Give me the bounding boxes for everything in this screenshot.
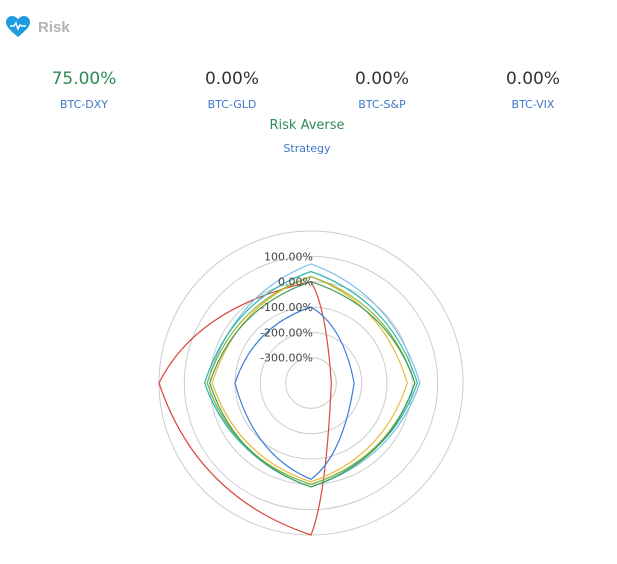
radar-series-line xyxy=(206,263,421,488)
radar-series-line xyxy=(158,281,332,536)
metric-value: 75.00% xyxy=(51,69,117,89)
tick-label: -100.00% xyxy=(260,301,313,314)
metric-value: 0.00% xyxy=(505,69,560,89)
grid-ring xyxy=(285,357,337,409)
tick-label: 100.00% xyxy=(264,250,313,263)
metric-btc-dxy: 75.00% BTC-DXY xyxy=(19,68,149,111)
metric-label: BTC-DXY xyxy=(60,98,108,111)
metric-label: BTC-VIX xyxy=(511,98,555,111)
grid-ring xyxy=(259,331,363,435)
radar-series xyxy=(158,263,421,536)
radar-series-line xyxy=(209,281,416,488)
radar-series-line xyxy=(206,276,416,485)
risk-profile: Risk Averse Strategy xyxy=(207,117,407,155)
risk-profile-name: Risk Averse xyxy=(269,118,345,133)
tick-label: -300.00% xyxy=(260,352,313,365)
metric-btc-gld: 0.00% BTC-GLD xyxy=(167,68,297,111)
metric-label: BTC-S&P xyxy=(358,98,406,111)
metric-value: 0.00% xyxy=(204,69,259,89)
tick-label: -200.00% xyxy=(260,326,313,339)
metric-btc-sp: 0.00% BTC-S&P xyxy=(317,68,447,111)
risk-profile-subtitle: Strategy xyxy=(283,142,331,155)
panel-title: Risk xyxy=(38,18,70,36)
panel-header: Risk xyxy=(6,14,70,40)
heart-pulse-icon xyxy=(6,16,30,38)
radar-series-line xyxy=(234,306,355,480)
metric-value: 0.00% xyxy=(354,69,409,89)
radar-tick-labels: 100.00% 0.00% -100.00% -200.00% -300.00% xyxy=(260,250,313,364)
grid-ring xyxy=(183,255,439,511)
metric-label: BTC-GLD xyxy=(207,98,257,111)
tick-label: 0.00% xyxy=(278,276,313,289)
metric-btc-vix: 0.00% BTC-VIX xyxy=(468,68,598,111)
